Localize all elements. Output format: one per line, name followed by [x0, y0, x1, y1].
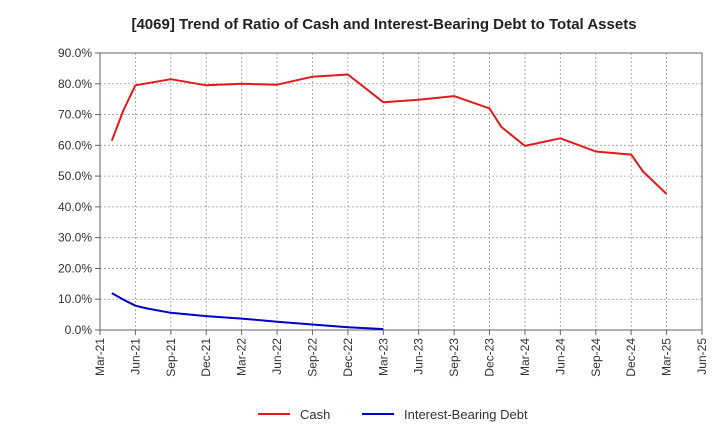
- x-tick-label: Jun-23: [412, 338, 426, 375]
- series-line-cash: [110, 73, 668, 195]
- x-tick-label: Mar-25: [660, 338, 674, 376]
- plot-frame: [99, 52, 703, 331]
- x-tick-label: Mar-22: [235, 338, 249, 376]
- x-tick-label: Dec-24: [624, 338, 638, 377]
- y-tick-label: 20.0%: [58, 261, 92, 275]
- y-tick-label: 10.0%: [58, 292, 92, 306]
- y-tick-label: 60.0%: [58, 138, 92, 152]
- y-tick-label: 90.0%: [58, 46, 92, 60]
- axes: 0.0% 10.0% 20.0% 30.0% 40.0% 50.0% 60.0% 70.0% 8…: [58, 46, 709, 377]
- x-tick-label: Jun-25: [695, 338, 709, 375]
- y-tick-label: 50.0%: [58, 169, 92, 183]
- chart-title: [4069] Trend of Ratio of Cash and Intere…: [131, 16, 636, 33]
- x-tick-label: Mar-21: [93, 338, 107, 376]
- y-tick-label: 40.0%: [58, 200, 92, 214]
- x-tick-label: Jun-21: [128, 338, 142, 375]
- x-tick-label: Sep-21: [164, 338, 178, 377]
- x-tick-label: Sep-23: [447, 338, 461, 377]
- grid-lines: [100, 53, 702, 330]
- x-tick-label: Jun-24: [553, 338, 567, 375]
- x-tick-label: Sep-24: [589, 338, 603, 377]
- x-tick-label: Dec-23: [483, 338, 497, 377]
- y-tick-label: 30.0%: [58, 231, 92, 245]
- x-tick-label: Mar-24: [518, 338, 532, 376]
- y-tick-label: 80.0%: [58, 77, 92, 91]
- y-tick-label: 70.0%: [58, 108, 92, 122]
- x-tick-label: Dec-22: [341, 338, 355, 377]
- x-tick-label: Sep-22: [305, 338, 319, 377]
- y-tick-label: 0.0%: [65, 323, 93, 337]
- legend-label-interest-bearing-debt: Interest-Bearing Debt: [404, 407, 528, 422]
- x-tick-label: Mar-23: [376, 338, 390, 376]
- legend-label-cash: Cash: [300, 407, 330, 422]
- series-lines: [110, 73, 668, 331]
- series-line-interest-bearing-debt: [111, 292, 384, 331]
- x-tick-label: Jun-22: [270, 338, 284, 375]
- legend: Cash Interest-Bearing Debt: [258, 407, 528, 422]
- x-tick-label: Dec-21: [199, 338, 213, 377]
